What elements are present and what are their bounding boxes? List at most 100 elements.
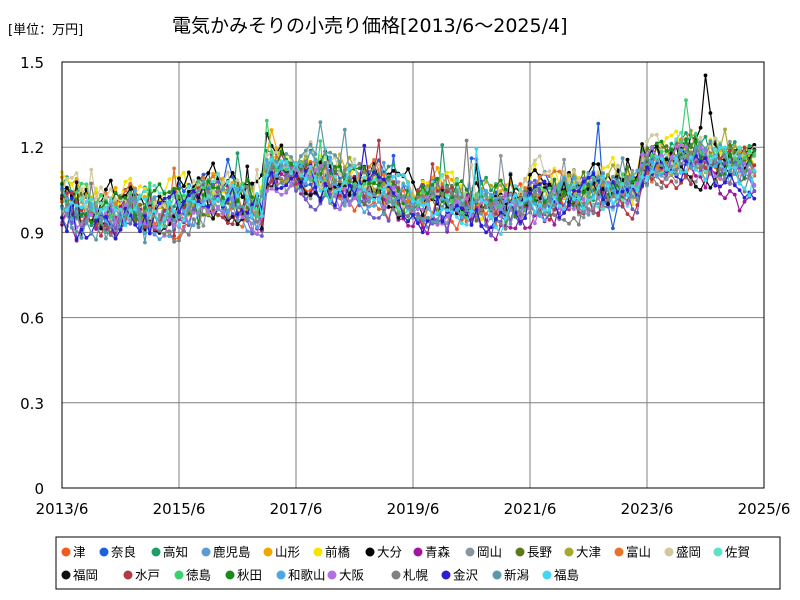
data-point [542,208,547,213]
legend-marker [465,547,475,557]
data-point [255,220,259,224]
data-point [152,200,157,205]
data-point [425,231,430,236]
data-point [411,213,415,217]
legend-entry: 前橋 [325,545,351,560]
data-point [567,179,571,184]
data-point [230,196,235,200]
data-point [250,186,255,191]
data-point [391,182,396,187]
data-point [308,178,313,183]
data-point [635,203,640,207]
data-point [562,169,566,174]
data-point [542,204,547,209]
legend-entry: 大分 [377,545,402,560]
data-point [196,199,201,204]
data-point [196,176,201,181]
data-point [235,205,240,210]
data-point [211,174,216,179]
data-point [377,138,381,143]
x-tick-label: 2013/6 [36,500,89,518]
data-point [498,195,503,200]
data-point [669,155,674,160]
data-point [498,222,503,226]
data-point [84,182,89,187]
data-point [240,215,245,220]
data-point [274,159,279,164]
data-point [362,202,367,207]
data-point [89,181,94,186]
legend-marker [515,547,525,557]
data-point [596,162,601,167]
data-point [650,146,654,150]
legend-entry: 盛岡 [676,545,701,560]
data-point [84,218,89,223]
data-point [718,176,722,181]
data-point [713,174,718,179]
data-point [513,193,518,198]
data-point [177,214,181,219]
data-point [552,184,557,189]
data-point [94,237,98,242]
data-point [596,202,601,206]
data-point [723,154,727,159]
data-point [679,170,683,175]
data-point [440,196,445,201]
data-point [201,179,206,184]
data-point [289,161,293,166]
y-axis-ticks: 0 0.3 0.6 0.9 1.2 1.5 [20,54,44,498]
data-point [528,172,532,177]
data-point [225,179,230,184]
data-point [79,181,84,186]
data-point [533,168,537,173]
data-point [713,154,718,159]
data-point [279,180,284,185]
data-point [264,173,269,178]
data-point [206,187,211,191]
data-point [679,143,683,148]
data-point [333,179,337,184]
data-point [416,188,420,192]
data-point [303,197,308,202]
data-point [572,182,576,187]
data-point [65,229,69,234]
data-point [576,222,581,227]
data-point [347,155,352,160]
legend-entry: 山形 [275,545,301,560]
data-point [611,201,615,206]
data-point [333,203,337,208]
data-point [303,159,308,164]
legend-entry: 鹿児島 [213,545,251,560]
data-point [367,165,371,169]
data-point [464,196,469,201]
data-point [318,120,323,125]
data-point [664,184,669,189]
data-point [143,224,147,229]
data-point [162,208,167,213]
data-point [489,225,493,230]
data-point [713,183,718,188]
data-point [108,215,113,220]
data-point [143,240,147,245]
data-point [84,204,89,209]
data-point [323,192,328,197]
data-point [723,196,727,201]
data-point [381,212,386,217]
data-point [74,212,79,217]
data-point [79,227,84,232]
data-point [659,139,664,144]
data-point [143,197,147,202]
data-point [503,216,508,221]
data-point [542,218,547,223]
data-point [372,181,376,186]
data-point [557,169,562,174]
data-point [74,180,79,185]
data-point [123,206,128,211]
data-point [362,175,367,180]
x-axis-ticks: 2013/6 2015/6 2017/6 2019/6 2021/6 2023/6 2025… [36,500,791,518]
data-point [250,214,255,219]
data-point [596,170,601,175]
data-point [450,205,454,210]
data-point [747,162,752,167]
data-point [737,208,742,213]
